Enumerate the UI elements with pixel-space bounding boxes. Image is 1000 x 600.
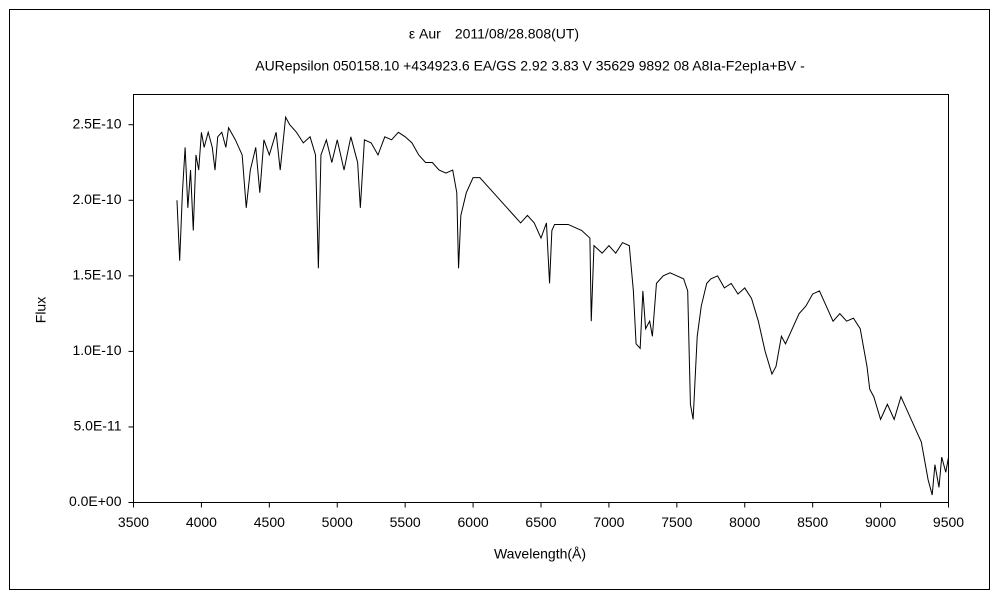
y-axis-label: Flux <box>33 297 49 323</box>
x-tick-label: 9000 <box>865 514 896 530</box>
chart-subtitle: AURepsilon 050158.10 +434923.6 EA/GS 2.9… <box>255 58 805 74</box>
x-tick-label: 7500 <box>661 514 692 530</box>
y-tick-label: 0.0E+00 <box>69 493 122 509</box>
x-tick-label: 5500 <box>390 514 421 530</box>
x-tick-label: 4500 <box>254 514 285 530</box>
y-tick-label: 1.5E-10 <box>72 267 121 283</box>
y-tick-label: 2.5E-10 <box>72 115 121 131</box>
x-tick-label: 8000 <box>729 514 760 530</box>
x-tick-label: 5000 <box>322 514 353 530</box>
y-tick-label: 1.0E-10 <box>72 342 121 358</box>
x-tick-label: 7000 <box>593 514 624 530</box>
spectrum-line <box>176 115 949 496</box>
x-tick-label: 8500 <box>797 514 828 530</box>
x-axis-label: Wavelength(Å) <box>494 546 586 562</box>
x-tick-label: 9500 <box>933 514 964 530</box>
chart-title: ε Aur 2011/08/28.808(UT) <box>409 26 579 42</box>
chart-frame <box>9 9 990 590</box>
x-tick-label: 4000 <box>186 514 217 530</box>
y-tick-label: 2.0E-10 <box>72 191 121 207</box>
x-tick-label: 6500 <box>525 514 556 530</box>
x-tick-label: 6000 <box>458 514 489 530</box>
y-tick-label: 5.0E-11 <box>74 418 122 434</box>
x-tick-label: 3500 <box>118 514 149 530</box>
